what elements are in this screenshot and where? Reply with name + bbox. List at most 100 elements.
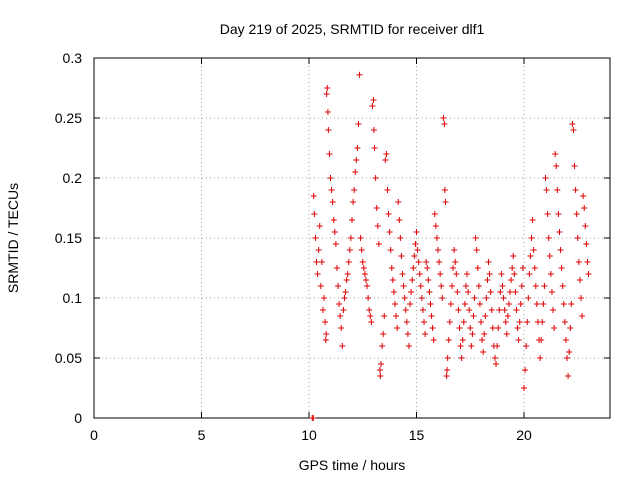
data-point [471, 295, 478, 301]
data-point [531, 265, 538, 271]
data-point [423, 259, 430, 265]
data-point [552, 151, 559, 157]
data-point [387, 247, 394, 253]
x-tick-label: 5 [198, 427, 206, 443]
data-point [413, 229, 420, 235]
y-tick-label: 0.3 [63, 50, 83, 66]
data-point [450, 265, 457, 271]
data-point [357, 235, 364, 241]
data-point [311, 211, 318, 217]
data-point [409, 277, 416, 283]
data-point [480, 349, 487, 355]
data-point [403, 319, 410, 325]
data-point [583, 241, 590, 247]
data-point [581, 205, 588, 211]
data-point [395, 199, 402, 205]
data-point [370, 127, 377, 133]
data-point [346, 247, 353, 253]
data-point [371, 145, 378, 151]
series-points [309, 71, 592, 421]
data-point [460, 319, 467, 325]
data-point [523, 343, 530, 349]
data-point [512, 289, 519, 295]
data-point [335, 283, 342, 289]
data-point [502, 319, 509, 325]
data-point [528, 235, 535, 241]
data-point [383, 151, 390, 157]
data-point [400, 283, 407, 289]
y-tick-label: 0.05 [55, 350, 82, 366]
data-point [515, 337, 522, 343]
data-point [415, 259, 422, 265]
data-point [326, 151, 333, 157]
data-point [431, 211, 438, 217]
y-tick-label: 0.2 [63, 170, 83, 186]
data-point [356, 71, 363, 78]
data-point [421, 319, 428, 325]
data-point [572, 187, 579, 193]
data-point [457, 343, 464, 349]
data-point [451, 247, 458, 253]
data-point [404, 331, 411, 337]
data-point [508, 277, 515, 283]
data-point [377, 373, 384, 379]
data-point [444, 355, 451, 361]
data-point [545, 235, 552, 241]
data-point [505, 301, 512, 307]
data-point [339, 343, 346, 349]
data-point [341, 295, 348, 301]
data-point [465, 289, 472, 295]
data-point [585, 271, 592, 277]
data-point [574, 235, 581, 241]
chart-title: Day 219 of 2025, SRMTID for receiver dlf… [220, 21, 485, 37]
data-point [401, 295, 408, 301]
data-point [312, 235, 319, 241]
data-point [551, 325, 558, 331]
data-point [453, 271, 460, 277]
data-point [560, 301, 567, 307]
data-point [481, 331, 488, 337]
data-point [426, 289, 433, 295]
data-point [337, 313, 344, 319]
data-point [498, 271, 505, 277]
data-point [548, 289, 555, 295]
data-point [317, 283, 324, 289]
data-point [393, 313, 400, 319]
data-point [507, 289, 514, 295]
data-point [468, 343, 475, 349]
data-point [352, 169, 359, 175]
data-point [322, 337, 329, 343]
data-point [473, 247, 480, 253]
data-point [384, 187, 391, 193]
data-point [342, 289, 349, 295]
data-point [579, 313, 586, 319]
data-point [324, 85, 331, 91]
data-point [437, 271, 444, 277]
data-point [370, 97, 377, 103]
data-point [427, 301, 434, 307]
data-point [422, 331, 429, 337]
data-point [487, 289, 494, 295]
data-point [385, 211, 392, 217]
data-point [533, 301, 540, 307]
y-tick-label: 0.25 [55, 110, 82, 126]
x-tick-label: 0 [90, 427, 98, 443]
data-point [374, 223, 381, 229]
data-point [509, 265, 516, 271]
data-point [414, 247, 421, 253]
data-point [416, 271, 423, 277]
data-point [347, 235, 354, 241]
data-point [433, 235, 440, 241]
data-point [529, 217, 536, 223]
data-point [519, 265, 526, 271]
data-point [504, 313, 511, 319]
data-point [510, 253, 517, 259]
data-point [354, 145, 361, 151]
data-point [575, 259, 582, 265]
data-point [541, 283, 548, 289]
data-point [367, 313, 374, 319]
data-point [350, 199, 357, 205]
data-point [419, 307, 426, 313]
data-point [397, 235, 404, 241]
